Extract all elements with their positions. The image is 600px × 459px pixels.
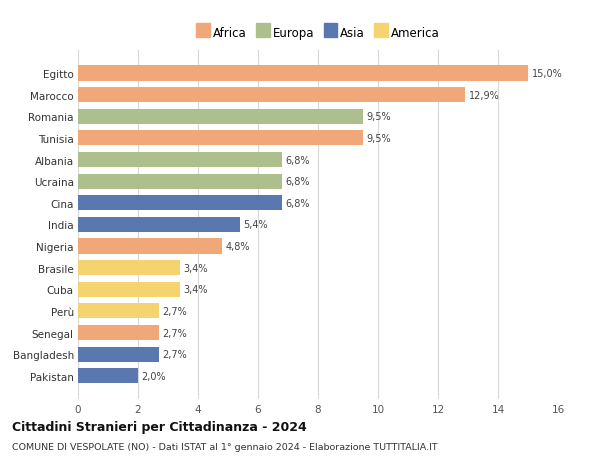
Bar [78, 282, 180, 297]
Bar [78, 261, 180, 275]
Text: 2,0%: 2,0% [142, 371, 166, 381]
Bar [78, 88, 465, 103]
Bar [78, 325, 159, 340]
Text: 2,7%: 2,7% [163, 328, 187, 338]
Text: COMUNE DI VESPOLATE (NO) - Dati ISTAT al 1° gennaio 2024 - Elaborazione TUTTITAL: COMUNE DI VESPOLATE (NO) - Dati ISTAT al… [12, 442, 437, 451]
Text: 5,4%: 5,4% [244, 220, 268, 230]
Bar [78, 239, 222, 254]
Bar [78, 347, 159, 362]
Bar [78, 218, 240, 232]
Bar [78, 67, 528, 81]
Bar [78, 110, 363, 124]
Text: 4,8%: 4,8% [226, 241, 250, 252]
Text: 3,4%: 3,4% [184, 285, 208, 295]
Bar [78, 153, 282, 168]
Text: 9,5%: 9,5% [367, 134, 391, 144]
Text: 6,8%: 6,8% [286, 198, 310, 208]
Text: 6,8%: 6,8% [286, 177, 310, 187]
Text: 15,0%: 15,0% [532, 69, 562, 79]
Text: 2,7%: 2,7% [163, 306, 187, 316]
Text: 2,7%: 2,7% [163, 349, 187, 359]
Bar [78, 304, 159, 319]
Legend: Africa, Europa, Asia, America: Africa, Europa, Asia, America [196, 27, 440, 39]
Text: Cittadini Stranieri per Cittadinanza - 2024: Cittadini Stranieri per Cittadinanza - 2… [12, 420, 307, 433]
Bar [78, 196, 282, 211]
Bar [78, 369, 138, 383]
Text: 6,8%: 6,8% [286, 155, 310, 165]
Bar [78, 174, 282, 189]
Text: 12,9%: 12,9% [469, 90, 499, 101]
Text: 9,5%: 9,5% [367, 112, 391, 122]
Bar [78, 131, 363, 146]
Text: 3,4%: 3,4% [184, 263, 208, 273]
